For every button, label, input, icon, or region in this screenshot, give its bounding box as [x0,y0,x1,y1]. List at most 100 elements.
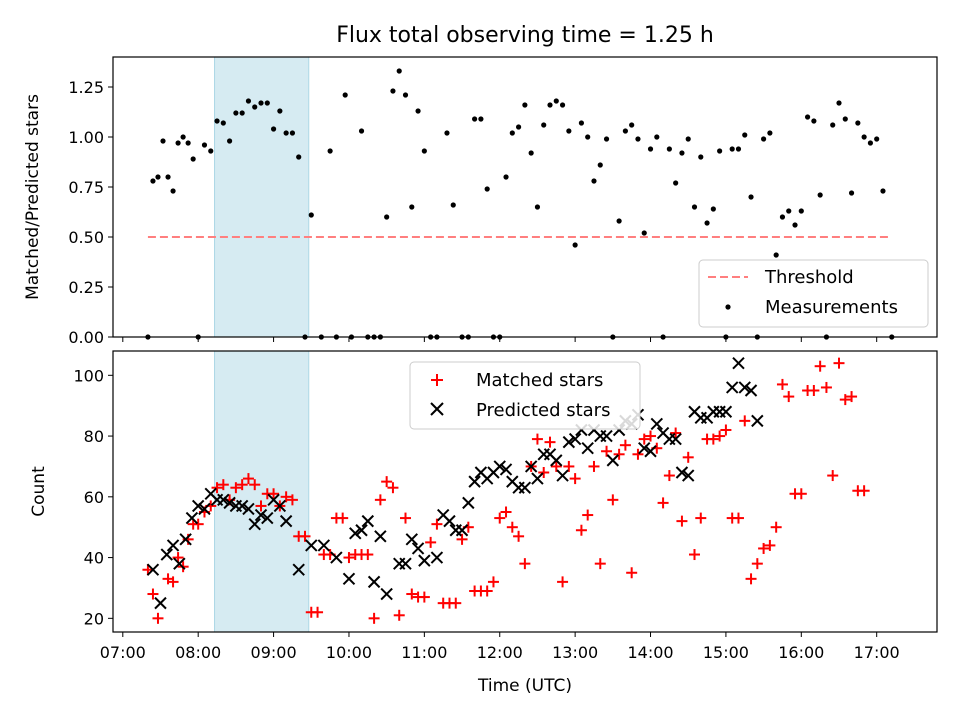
matched-star-point [362,549,374,561]
matched-star-point [387,482,399,494]
measurement-point [786,208,792,214]
measurement-point [239,110,245,116]
measurement-point [779,214,786,220]
measurement-point [327,148,333,154]
matched-star-point [764,539,776,551]
ratio-tick-label: 1.00 [68,128,104,147]
measurement-point [528,150,534,156]
matched-star-points [142,357,870,624]
measurement-point [165,174,171,180]
predicted-star-point [418,554,431,567]
matched-star-point [714,430,726,442]
predicted-star-point [191,499,205,513]
matched-star-point [236,479,248,491]
predicted-star-point [261,511,274,525]
predicted-star-point [663,432,676,446]
measurement-point [842,116,848,122]
ratio-tick-label: 1.25 [68,78,104,97]
matched-star-point [192,518,204,530]
measurement-point [553,98,559,104]
matched-star-point [374,494,386,506]
matched-star-point [538,467,550,479]
predicted-star-point [644,445,657,458]
matched-star-point [563,460,575,472]
measurement-point [585,134,591,140]
predicted-star-point [179,533,192,546]
predicted-star-point [198,502,211,516]
matched-star-point [663,470,675,482]
count-legend-box [409,361,641,430]
matched-star-point [720,424,732,436]
ratio-legend-box [698,259,929,328]
predicted-star-point [443,514,456,528]
measurement-points [145,68,895,340]
matched-legend-swatch [431,374,443,386]
measurement-point [685,136,691,142]
chart-title: Flux total observing time = 1.25 h [336,23,714,48]
predicted-star-point [317,539,331,552]
measurement-point [729,146,735,152]
predicted-star-point [455,524,469,537]
matched-star-point [839,394,851,406]
matched-star-point [286,494,298,506]
predicted-star-point [235,499,249,513]
measurement-point [396,68,402,74]
measurement-point [170,188,176,194]
predicted-star-point [374,530,387,543]
predicted-star-point [393,557,406,570]
predicted-star-point [292,563,305,576]
measurement-point [566,128,572,134]
predicted-star-point [531,472,544,485]
matched-star-point [601,445,613,457]
measurement-point [629,122,635,128]
measurement-point [478,116,484,122]
matched-star-point [147,588,159,600]
measurement-point [342,92,348,98]
measurement-point [245,98,252,104]
observing-window-shade-bottom [214,350,310,633]
measurement-point [390,88,396,94]
matched-legend-label: Matched stars [476,370,603,391]
predicted-star-point [248,517,261,531]
measurement-point [484,186,490,192]
predicted-star-point [537,448,550,461]
measurement-point [296,154,302,160]
matched-star-point [732,512,744,524]
predicted-star-point [380,587,393,601]
measurement-point [704,220,710,226]
matched-star-point [431,518,443,530]
measurement-point [710,206,716,212]
matched-star-point [751,558,763,570]
predicted-star-point [638,442,651,455]
predicted-star-point [562,435,576,449]
measurement-point [270,126,277,132]
measurements-legend-label: Measurements [765,297,898,318]
measurement-point [155,174,161,180]
predicted-star-point [713,405,726,418]
matched-star-point [594,558,606,570]
measurement-point [444,130,450,136]
count-ylabel: Count [29,466,49,517]
measurement-point [358,128,365,134]
measurement-point [761,136,767,142]
matched-star-point [820,381,832,393]
measurement-point [503,174,509,180]
ratio-axis-ticks: 0.00 0.25 0.50 0.75 1.00 1.25 [68,78,113,347]
measurement-point [227,138,233,144]
measurement-point [185,140,191,146]
matched-star-point [688,549,700,561]
count-panel: 20 40 60 80 100 Count Matched stars Predicte… [29,337,938,696]
measurement-point [252,104,258,110]
predicted-star-point [732,356,745,370]
predicted-star-point [173,557,186,570]
predicted-star-point [242,502,255,516]
measurement-point [415,108,421,114]
predicted-star-point [449,524,462,537]
matched-star-point [770,521,782,533]
measurement-point [848,190,855,196]
matched-star-point [557,576,569,588]
predicted-star-point [675,466,689,479]
matched-star-point [645,430,657,442]
measurement-point [673,180,679,186]
measurement-point [421,148,427,154]
